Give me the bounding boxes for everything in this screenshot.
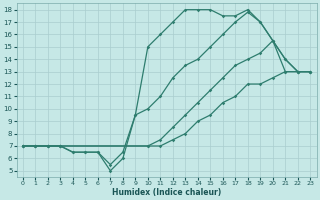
X-axis label: Humidex (Indice chaleur): Humidex (Indice chaleur): [112, 188, 221, 197]
